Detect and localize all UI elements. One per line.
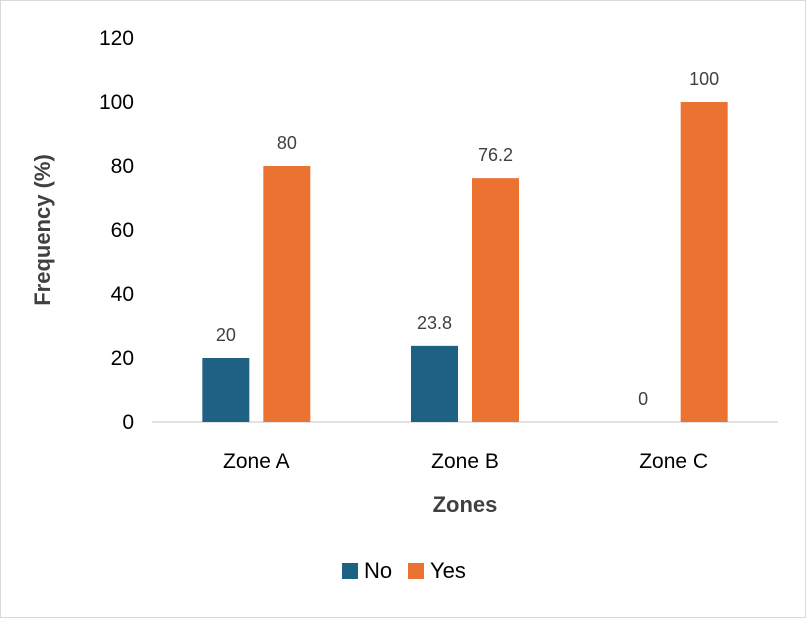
x-axis-tick-labels: Zone A Zone B Zone C [223, 450, 708, 473]
bar-yes-2 [472, 178, 519, 422]
x-tick-label: Zone C [639, 450, 708, 473]
data-label-no-1: 20 [216, 325, 236, 345]
y-axis-title: Frequency (%) [30, 154, 55, 306]
y-axis-tick-labels: 0 20 40 60 80 100 120 [99, 27, 134, 434]
data-label-no-3: 0 [638, 389, 648, 409]
x-axis-title: Zones [433, 492, 498, 517]
x-tick-label: Zone A [223, 450, 290, 473]
data-label-yes-1: 80 [277, 133, 297, 153]
y-tick-label: 120 [99, 27, 134, 50]
data-label-yes-2: 76.2 [478, 145, 513, 165]
bar-yes-1 [263, 166, 311, 422]
bar-no-1 [202, 358, 250, 422]
y-tick-label: 60 [111, 219, 134, 242]
y-tick-label: 20 [111, 347, 134, 370]
bar-yes-3 [680, 102, 728, 422]
y-tick-label: 0 [122, 411, 134, 434]
legend: No Yes [342, 558, 466, 583]
legend-label-no: No [364, 558, 392, 583]
legend-swatch-no [342, 563, 358, 579]
y-tick-label: 80 [111, 155, 134, 178]
bars [202, 102, 728, 422]
bar-no-2 [411, 345, 458, 422]
data-label-yes-3: 100 [689, 69, 719, 89]
data-label-no-2: 23.8 [417, 313, 452, 333]
y-tick-label: 100 [99, 91, 134, 114]
y-tick-label: 40 [111, 283, 134, 306]
x-tick-label: Zone B [431, 450, 499, 473]
legend-swatch-yes [408, 563, 424, 579]
data-labels: 20 80 23.8 76.2 0 100 [216, 69, 719, 409]
legend-label-yes: Yes [430, 558, 466, 583]
